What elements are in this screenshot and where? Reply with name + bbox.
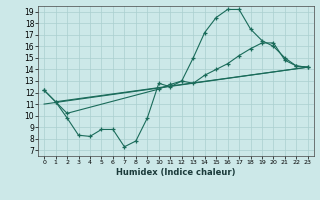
X-axis label: Humidex (Indice chaleur): Humidex (Indice chaleur) <box>116 168 236 177</box>
